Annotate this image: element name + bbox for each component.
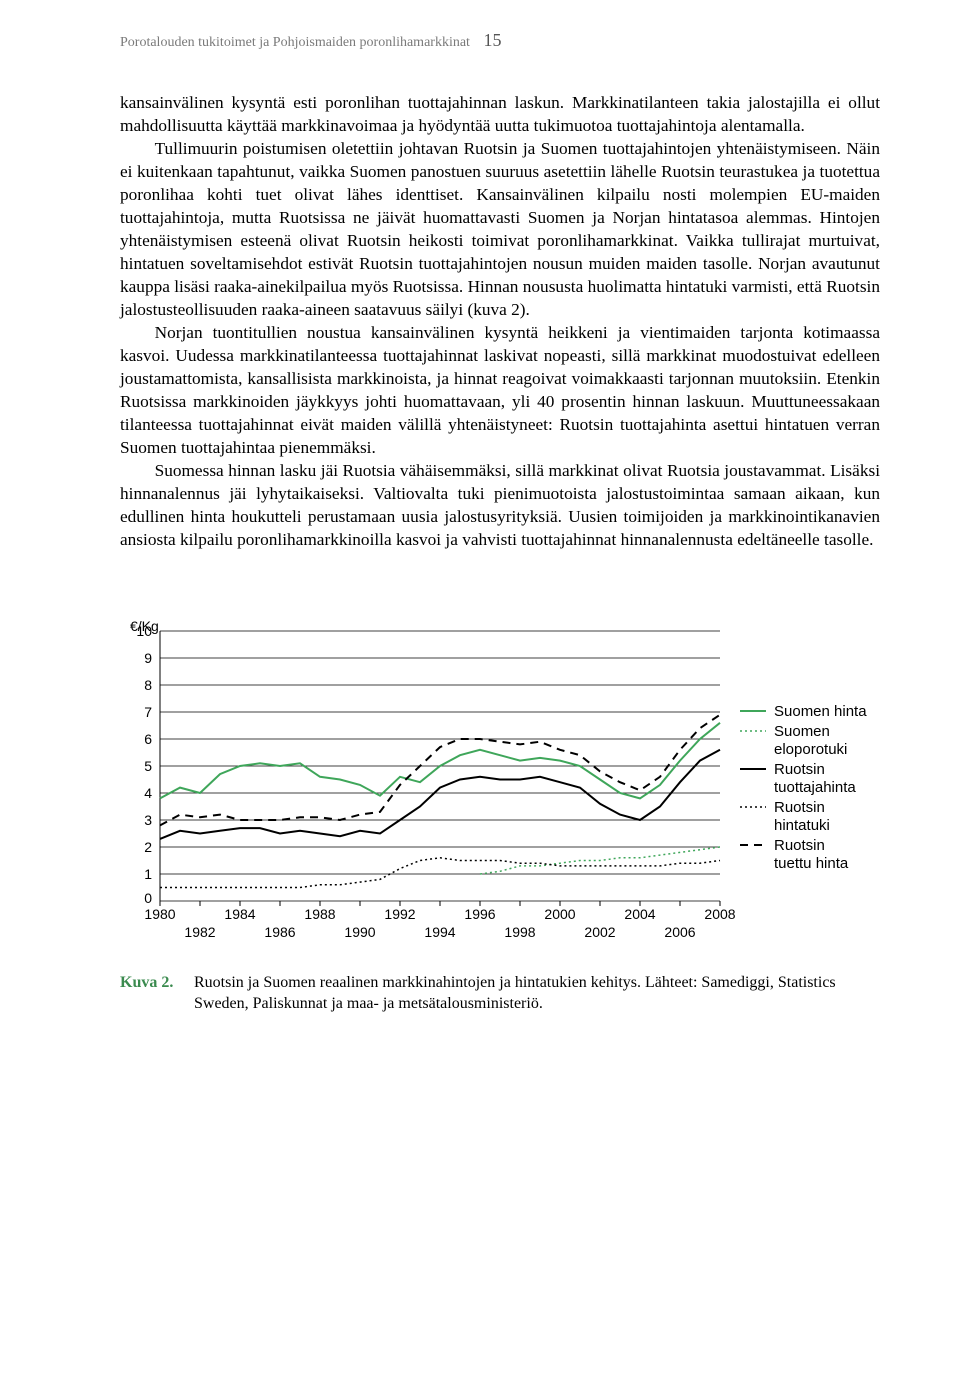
running-head-text: Porotalouden tukitoimet ja Pohjoismaiden… xyxy=(120,35,470,50)
svg-text:0: 0 xyxy=(144,890,152,906)
svg-text:tuettu hinta: tuettu hinta xyxy=(774,855,849,872)
svg-text:7: 7 xyxy=(144,704,152,720)
caption-label: Kuva 2. xyxy=(120,973,190,994)
svg-text:Suomen: Suomen xyxy=(774,723,830,740)
svg-text:2008: 2008 xyxy=(704,906,735,922)
svg-text:1986: 1986 xyxy=(264,924,295,940)
svg-text:10: 10 xyxy=(136,623,152,639)
svg-text:1: 1 xyxy=(144,866,152,882)
svg-text:1990: 1990 xyxy=(344,924,375,940)
paragraph-3: Norjan tuontitullien noustua kansainväli… xyxy=(120,321,880,459)
svg-text:1988: 1988 xyxy=(304,906,335,922)
running-head: Porotalouden tukitoimet ja Pohjoismaiden… xyxy=(120,30,880,51)
svg-text:Ruotsin: Ruotsin xyxy=(774,799,825,816)
svg-text:eloporotuki: eloporotuki xyxy=(774,741,847,758)
svg-text:2002: 2002 xyxy=(584,924,615,940)
price-chart: €/Kg012345678910198019841988199219962000… xyxy=(120,621,880,951)
paragraph-2: Tullimuurin poistumisen oletettiin johta… xyxy=(120,137,880,321)
paragraph-4: Suomessa hinnan lasku jäi Ruotsia vähäis… xyxy=(120,459,880,551)
chart-svg: €/Kg012345678910198019841988199219962000… xyxy=(120,621,880,951)
svg-text:1998: 1998 xyxy=(504,924,535,940)
svg-text:2006: 2006 xyxy=(664,924,695,940)
svg-text:2: 2 xyxy=(144,839,152,855)
svg-text:1994: 1994 xyxy=(424,924,455,940)
figure-caption: Kuva 2. Ruotsin ja Suomen reaalinen mark… xyxy=(120,973,880,1015)
page-number: 15 xyxy=(483,30,501,51)
svg-text:8: 8 xyxy=(144,677,152,693)
svg-text:1996: 1996 xyxy=(464,906,495,922)
svg-text:6: 6 xyxy=(144,731,152,747)
svg-text:5: 5 xyxy=(144,758,152,774)
svg-text:1980: 1980 xyxy=(144,906,175,922)
svg-text:tuottajahinta: tuottajahinta xyxy=(774,779,856,796)
svg-text:9: 9 xyxy=(144,650,152,666)
paragraph-1: kansainvälinen kysyntä esti poronlihan t… xyxy=(120,91,880,137)
svg-text:Ruotsin: Ruotsin xyxy=(774,837,825,854)
svg-text:3: 3 xyxy=(144,812,152,828)
svg-text:hintatuki: hintatuki xyxy=(774,817,830,834)
svg-text:4: 4 xyxy=(144,785,152,801)
svg-text:Suomen hinta: Suomen hinta xyxy=(774,703,867,720)
svg-text:2000: 2000 xyxy=(544,906,575,922)
svg-text:1984: 1984 xyxy=(224,906,255,922)
svg-text:1982: 1982 xyxy=(184,924,215,940)
svg-text:2004: 2004 xyxy=(624,906,655,922)
body-text: kansainvälinen kysyntä esti poronlihan t… xyxy=(120,91,880,551)
caption-text: Ruotsin ja Suomen reaalinen markkinahint… xyxy=(194,973,874,1015)
svg-text:Ruotsin: Ruotsin xyxy=(774,761,825,778)
svg-text:1992: 1992 xyxy=(384,906,415,922)
